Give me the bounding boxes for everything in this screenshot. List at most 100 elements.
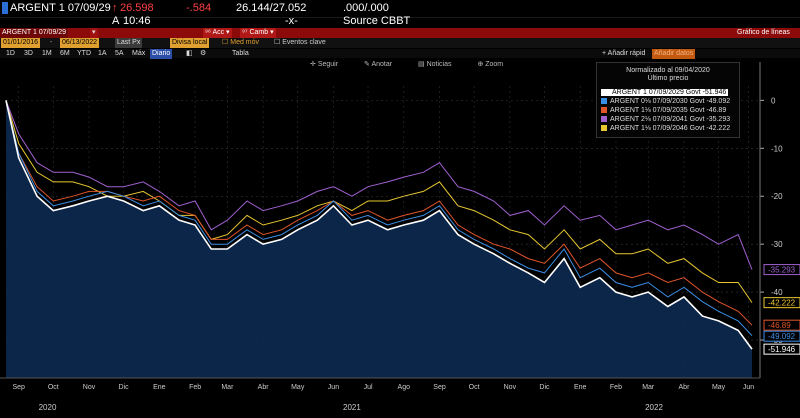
- change-button[interactable]: ⁹⁷ Camb ▾: [240, 28, 276, 38]
- legend-subheading: Último precio: [647, 75, 689, 82]
- y-tick-label: -50: [771, 336, 783, 345]
- ticker-marker: [2, 2, 8, 14]
- date-separator: -: [50, 39, 53, 46]
- settings-icon[interactable]: ⚙: [200, 50, 207, 57]
- x-tick-label: Sep: [433, 384, 446, 391]
- range-1d[interactable]: 1D: [6, 50, 15, 57]
- x-year-label: 2020: [39, 403, 57, 412]
- legend-swatch: [603, 89, 609, 96]
- add-data-button[interactable]: Añadir datos: [652, 49, 696, 59]
- legend-label: ARGENT 1 07/09/2029 Govt -51.946: [612, 89, 727, 96]
- x-tick-label: Nov: [83, 384, 96, 391]
- x-tick-label: Dic: [119, 384, 130, 391]
- range-max[interactable]: Máx: [132, 50, 146, 57]
- settings-bar: 01/01/2016 - 06/13/2022 Last Px Divisa l…: [0, 38, 800, 48]
- time-prefix: A: [112, 15, 120, 27]
- key-events-toggle[interactable]: ☐ Eventos clave: [274, 39, 326, 46]
- range-1a[interactable]: 1A: [98, 50, 107, 57]
- legend-item[interactable]: ARGENT 1⅛ 07/09/2046 Govt -42.222: [601, 125, 730, 132]
- table-button[interactable]: Tabla: [232, 50, 249, 57]
- x-tick-label: Ene: [574, 384, 587, 391]
- legend-swatch: [601, 125, 607, 132]
- x-tick-label: Nov: [504, 384, 517, 391]
- last-value-tag: [763, 330, 800, 342]
- x-tick-label: Mar: [642, 384, 655, 391]
- news-button[interactable]: ▤ Noticias: [418, 61, 452, 68]
- legend-swatch: [601, 107, 607, 114]
- price-arrow-icon: ↑: [112, 2, 118, 14]
- x-mark: -x-: [285, 15, 298, 27]
- field-select[interactable]: Last Px: [115, 38, 143, 48]
- add-quick-button[interactable]: + Añadir rápid: [602, 50, 646, 57]
- actions-button[interactable]: ⁹⁶ Acc ▾: [203, 28, 232, 38]
- source-label: Source CBBT: [343, 15, 411, 27]
- x-tick-label: Jun: [743, 384, 754, 391]
- last-value-tag: [763, 319, 800, 331]
- x-tick-label: May: [712, 384, 726, 391]
- range-1m[interactable]: 1M: [42, 50, 52, 57]
- plot-toolbar: ✛ Seguir ✎ Anotar ▤ Noticias ⊕ Zoom: [310, 60, 527, 68]
- moving-average-toggle[interactable]: ☐ Med móv: [222, 39, 260, 46]
- last-value-tag: [763, 264, 800, 276]
- legend-item[interactable]: ARGENT 0⅛ 07/09/2030 Govt -49.092: [601, 98, 730, 105]
- bid-ask: 26.144/27.052: [236, 2, 307, 14]
- range-3d[interactable]: 3D: [24, 50, 33, 57]
- x-year-label: 2022: [645, 403, 663, 412]
- last-value-label: -51.946: [768, 345, 796, 354]
- last-value-label: -46.89: [768, 321, 791, 330]
- legend-swatch: [601, 98, 607, 105]
- x-tick-label: Oct: [469, 384, 480, 391]
- legend: Normalizado al 09/04/2020 Último precio …: [596, 62, 740, 138]
- follow-button[interactable]: ✛ Seguir: [310, 61, 339, 68]
- legend-heading: Normalizado al 09/04/2020: [626, 67, 710, 74]
- dropdown-icon[interactable]: ▾: [90, 28, 98, 38]
- time: 10:46: [123, 15, 151, 27]
- x-tick-label: May: [291, 384, 305, 391]
- end-date-field[interactable]: 06/13/2022: [60, 38, 100, 48]
- x-tick-label: Abr: [258, 384, 270, 391]
- last-value-label: -35.293: [768, 266, 796, 275]
- x-tick-label: Feb: [610, 384, 622, 391]
- legend-item[interactable]: ARGENT 1 07/09/2029 Govt -51.946: [601, 89, 729, 96]
- x-tick-label: Sep: [12, 384, 25, 391]
- range-5a[interactable]: 5A: [115, 50, 124, 57]
- legend-label: ARGENT 2⅛ 07/09/2041 Govt -35.293: [610, 116, 731, 123]
- security-field[interactable]: ARGENT 1 07/09/29: [0, 28, 69, 38]
- x-year-label: 2021: [343, 403, 361, 412]
- x-tick-label: Feb: [189, 384, 201, 391]
- start-date-field[interactable]: 01/01/2016: [1, 38, 41, 48]
- compare-icon[interactable]: ◧: [186, 50, 193, 57]
- x-tick-label: Ene: [153, 384, 166, 391]
- y-tick-label: -10: [771, 144, 783, 153]
- x-tick-label: Jul: [364, 384, 373, 391]
- y-tick-label: 0: [771, 96, 776, 105]
- last-value-label: -49.092: [768, 332, 796, 341]
- zero-quote: .000/.000: [343, 2, 389, 14]
- currency-select[interactable]: Divisa local: [170, 38, 210, 48]
- y-tick-label: -20: [771, 192, 783, 201]
- title-bar: ARGENT 1 07/09/29 ↑ 26.598 -.584 26.144/…: [0, 0, 800, 18]
- x-tick-label: Jun: [328, 384, 339, 391]
- x-tick-label: Dic: [539, 384, 550, 391]
- annotate-button[interactable]: ✎ Anotar: [364, 61, 393, 68]
- range-ytd[interactable]: YTD: [77, 50, 91, 57]
- range-6m[interactable]: 6M: [60, 50, 70, 57]
- legend-label: ARGENT 1⅛ 07/09/2035 Govt -46.89: [610, 107, 727, 114]
- legend-label: ARGENT 1⅛ 07/09/2046 Govt -42.222: [610, 125, 731, 132]
- subheader: A 10:46 -x- Source CBBT: [0, 15, 800, 27]
- series-area: [6, 100, 752, 379]
- x-tick-label: Ago: [398, 384, 411, 391]
- command-bar: ARGENT 1 07/09/29 ▾ ⁹⁶ Acc ▾ ⁹⁷ Camb ▾ G…: [0, 28, 800, 38]
- y-tick-label: -40: [771, 288, 783, 297]
- last-value-tag: [763, 297, 800, 309]
- frequency-select[interactable]: Diario: [150, 49, 173, 59]
- chart-type-title: Gráfico de líneas: [737, 29, 790, 36]
- last-price: 26.598: [120, 2, 154, 14]
- legend-item[interactable]: ARGENT 2⅛ 07/09/2041 Govt -35.293: [601, 116, 730, 123]
- legend-item[interactable]: ARGENT 1⅛ 07/09/2035 Govt -46.89: [601, 107, 726, 114]
- zoom-button[interactable]: ⊕ Zoom: [477, 61, 504, 68]
- legend-label: ARGENT 0⅛ 07/09/2030 Govt -49.092: [610, 98, 731, 105]
- last-value-label: -42.222: [768, 299, 796, 308]
- range-bar: 1D 3D 1M 6M YTD 1A 5A Máx Diario ◧ ⚙ Tab…: [0, 49, 800, 59]
- legend-swatch: [601, 116, 607, 123]
